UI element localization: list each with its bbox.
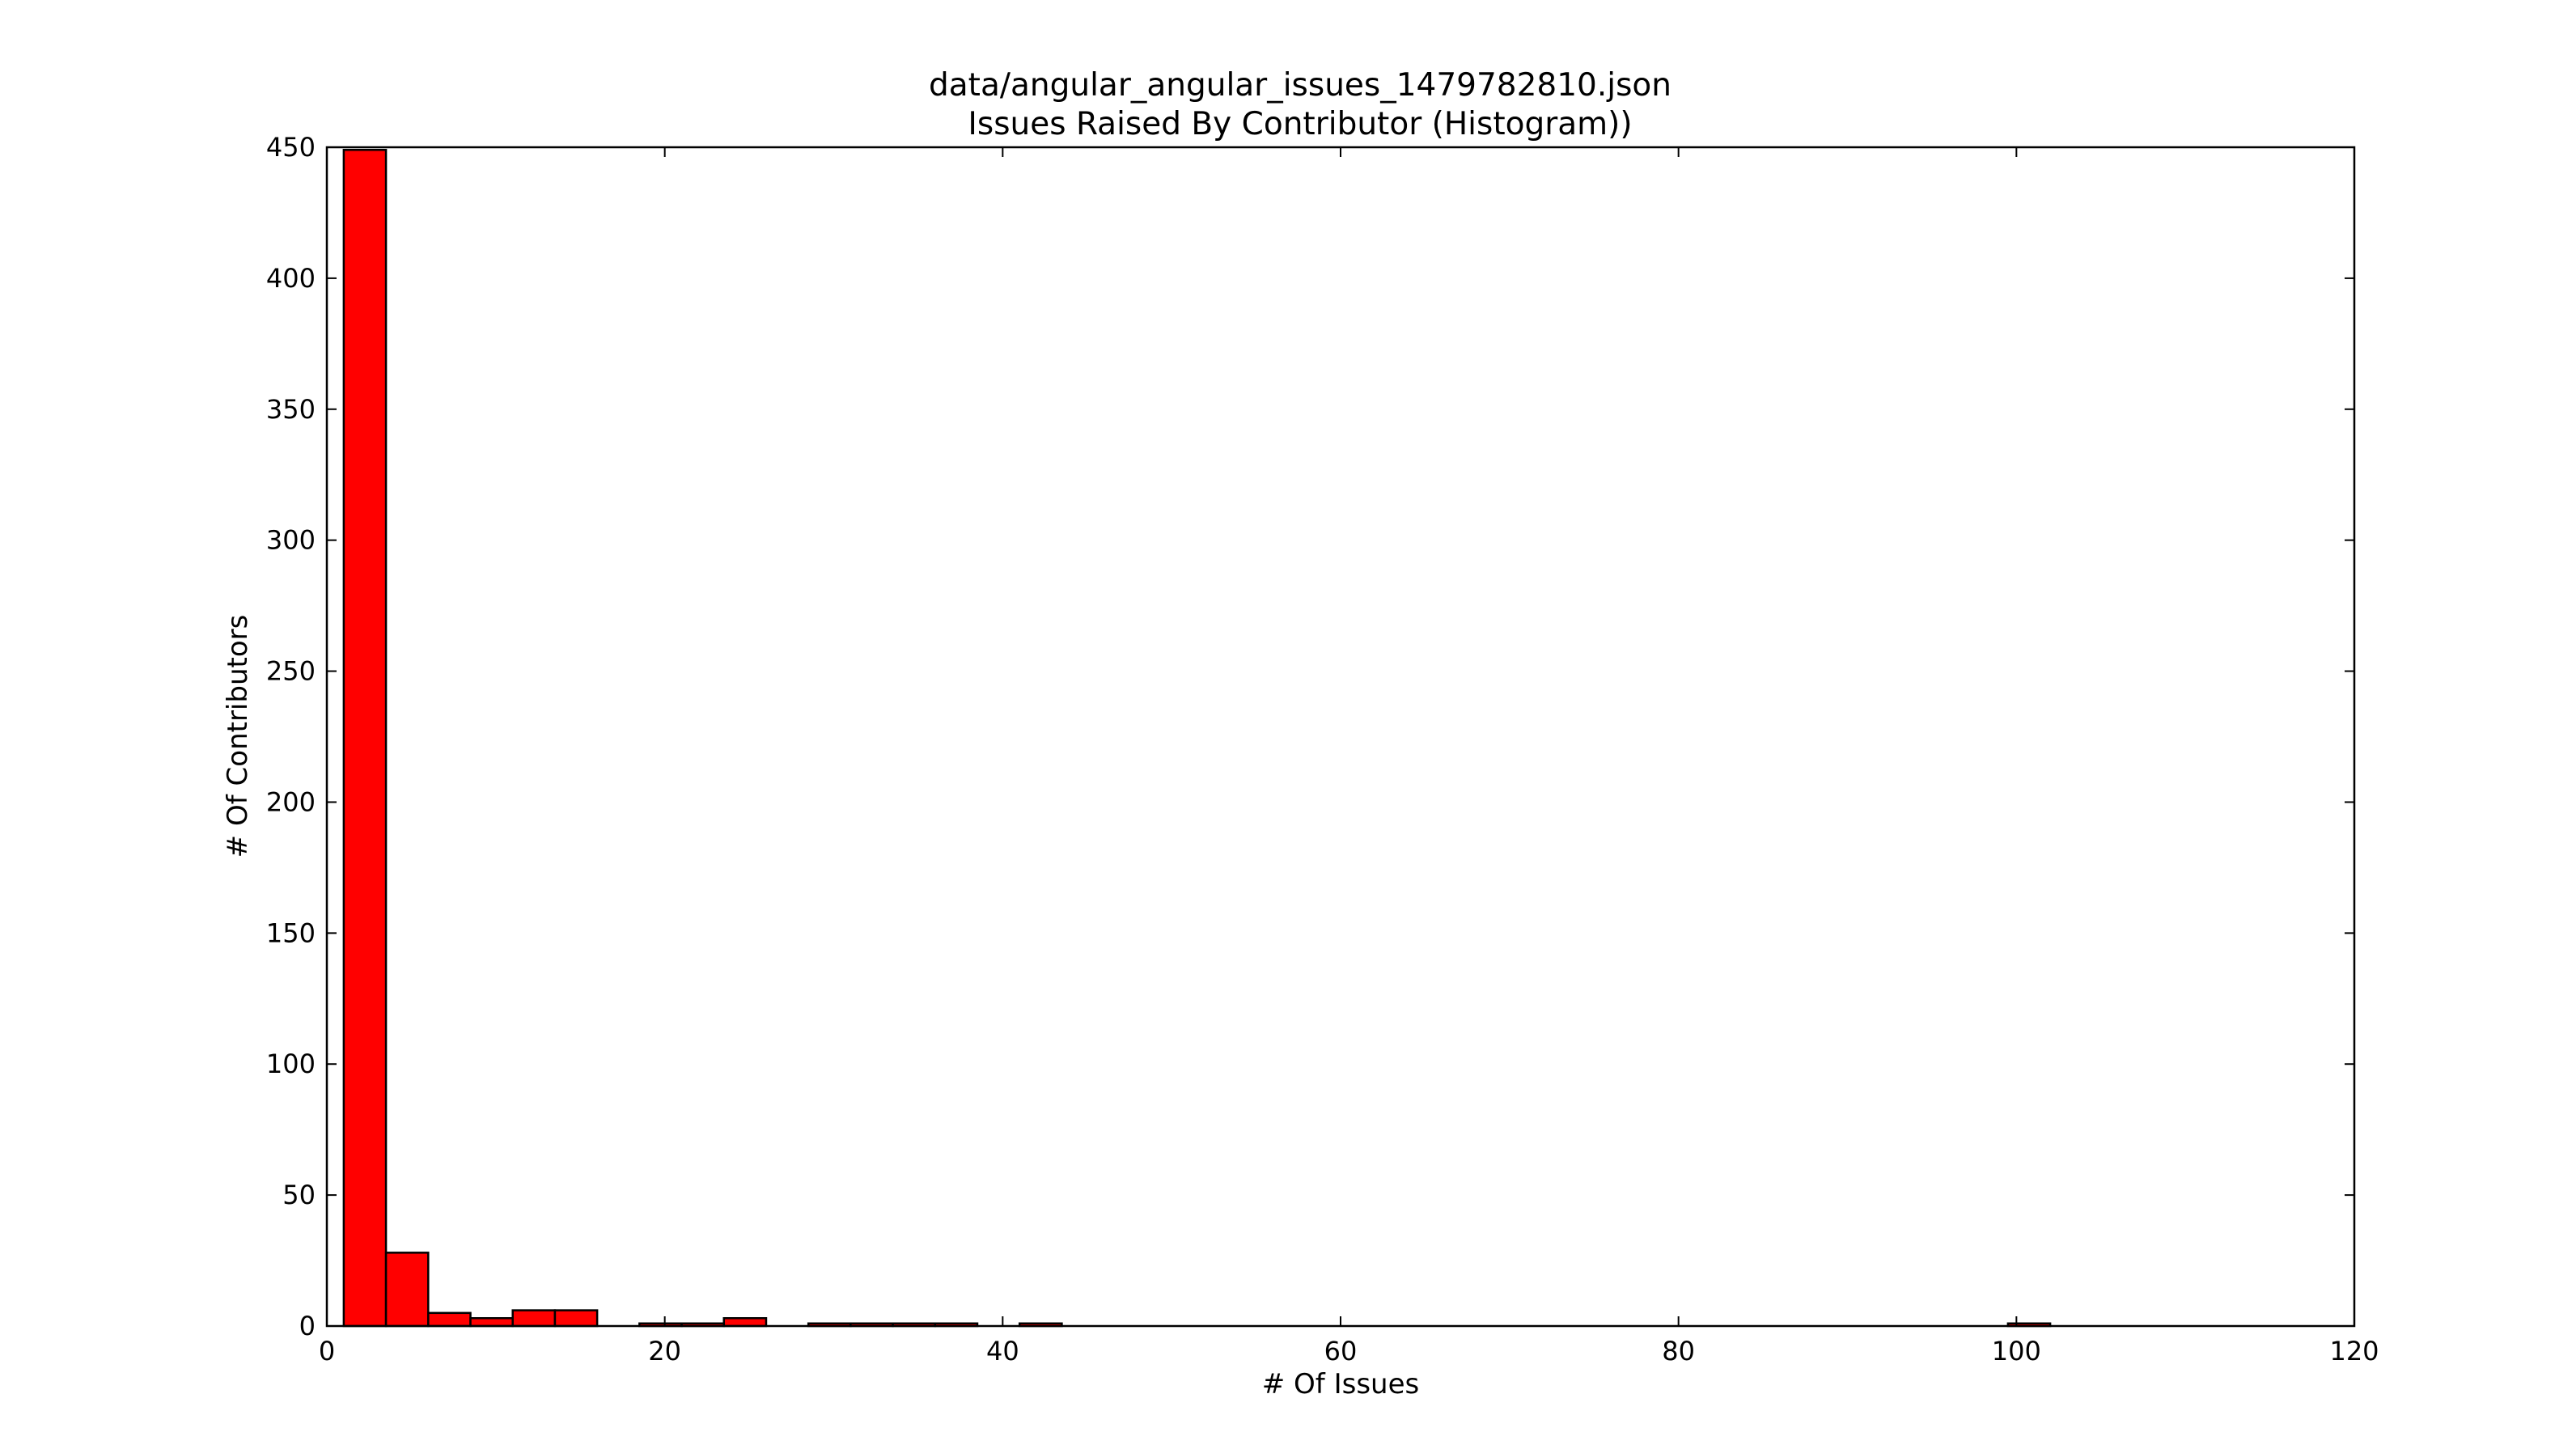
y-tick-label: 250 bbox=[266, 656, 316, 687]
x-tick-label: 60 bbox=[1324, 1336, 1358, 1366]
axis-ticks: 0 20 40 60 80 100 120 0 50 100 150 200 250 300 350 400 4… bbox=[266, 132, 2379, 1366]
x-tick-label: 0 bbox=[319, 1336, 335, 1366]
x-tick-label: 80 bbox=[1662, 1336, 1695, 1366]
y-tick-label: 400 bbox=[266, 263, 316, 294]
y-tick-label: 200 bbox=[266, 786, 316, 817]
bars-layer bbox=[342, 148, 2052, 1328]
histogram-bar-0 bbox=[342, 148, 388, 1328]
y-tick-label: 150 bbox=[266, 917, 316, 948]
x-tick-label: 20 bbox=[648, 1336, 681, 1366]
y-tick-label: 50 bbox=[282, 1180, 316, 1210]
histogram-bar-1 bbox=[384, 1252, 430, 1328]
histogram-bar-5 bbox=[553, 1309, 599, 1328]
x-tick-label: 120 bbox=[2329, 1336, 2379, 1366]
chart-title-line-2: Issues Raised By Contributor (Histogram)… bbox=[968, 106, 1632, 142]
y-tick-label: 450 bbox=[266, 132, 316, 163]
x-tick-label: 100 bbox=[1992, 1336, 2041, 1366]
plot-frame bbox=[325, 146, 2356, 1328]
histogram-bar-3 bbox=[469, 1317, 514, 1328]
y-tick-label: 100 bbox=[266, 1049, 316, 1079]
x-tick-label: 40 bbox=[986, 1336, 1019, 1366]
y-axis-label: # Of Contributors bbox=[222, 615, 254, 858]
y-tick-label: 0 bbox=[299, 1311, 316, 1341]
histogram-bar-2 bbox=[427, 1311, 472, 1328]
y-tick-label: 300 bbox=[266, 525, 316, 556]
y-tick-label: 350 bbox=[266, 394, 316, 425]
chart-title-line-1: data/angular_angular_issues_1479782810.j… bbox=[929, 67, 1671, 104]
histogram-bar-8 bbox=[722, 1317, 768, 1328]
chart-title: data/angular_angular_issues_1479782810.j… bbox=[929, 67, 1671, 142]
x-axis-label: # Of Issues bbox=[1262, 1368, 1419, 1400]
histogram-bar-4 bbox=[511, 1309, 557, 1328]
